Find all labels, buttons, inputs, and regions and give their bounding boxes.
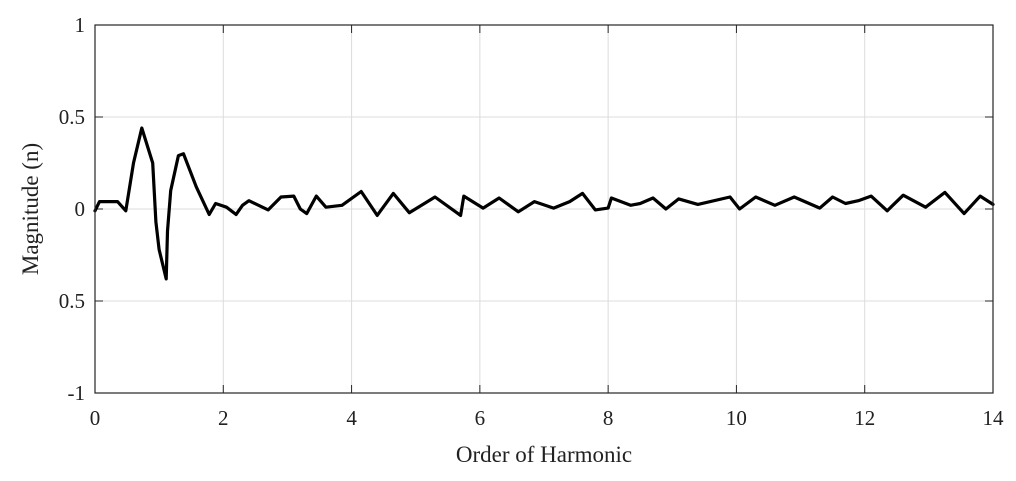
x-tick-label: 14 — [983, 406, 1005, 430]
y-tick-labels: 1 0.5 0 0.5 -1 — [59, 13, 85, 405]
plot-frame — [94, 24, 994, 394]
x-tick-label: 12 — [854, 406, 875, 430]
x-tick-label: 2 — [218, 406, 229, 430]
x-tick-labels: 0 2 4 6 8 10 12 14 — [90, 406, 1004, 430]
y-tick-label: 1 — [75, 13, 86, 37]
series-layer — [93, 126, 995, 281]
y-axis-title: Magnitude (n) — [18, 143, 43, 275]
y-tick-label: 0.5 — [59, 289, 85, 313]
y-tick-label: 0 — [75, 197, 86, 221]
y-tick-label: 0.5 — [59, 105, 85, 129]
x-tick-label: 4 — [346, 406, 357, 430]
y-tick-label: -1 — [68, 381, 86, 405]
x-tick-label: 0 — [90, 406, 101, 430]
x-tick-label: 6 — [475, 406, 486, 430]
x-tick-label: 8 — [603, 406, 614, 430]
series-line — [93, 126, 995, 281]
x-tick-label: 10 — [726, 406, 747, 430]
x-axis-title: Order of Harmonic — [456, 442, 632, 467]
